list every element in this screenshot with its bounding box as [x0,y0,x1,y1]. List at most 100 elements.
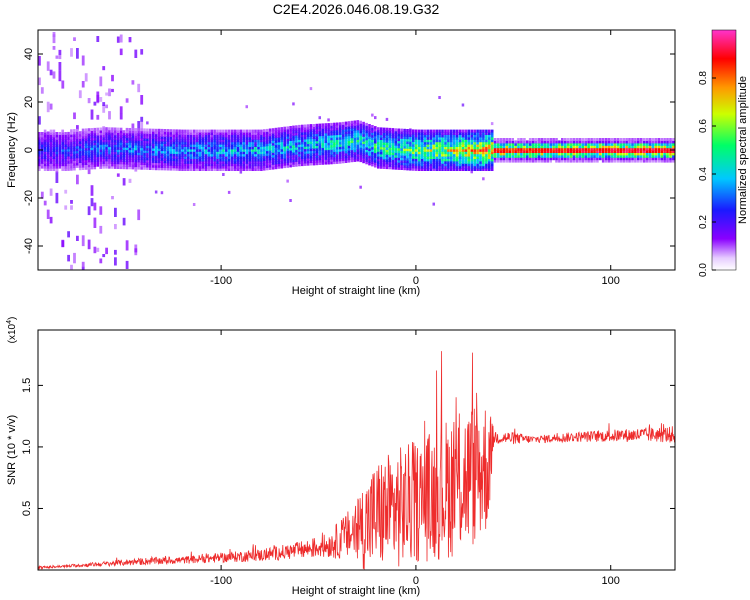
spectrogram-cell [450,136,453,140]
spectrogram-cell [546,147,549,151]
spectrogram-cell [233,139,237,143]
spectrogram-cell [119,137,123,141]
spectrogram-cell [204,148,208,152]
spectrogram-cell [105,136,108,140]
spectrogram-cell [417,136,421,140]
spectrogram-cell [482,132,485,135]
spectrogram-cell [58,141,62,145]
spectrogram-cell [192,148,196,152]
spectrogram-cell [566,157,570,161]
spectrogram-cell [654,145,658,149]
spectrogram-cell [385,127,389,131]
spectrogram-cell [268,130,272,134]
spectrogram-cell [283,126,286,130]
spectrogram-cell [116,161,120,165]
spectrogram-cell [321,154,324,158]
spectrogram-cell [143,145,146,149]
spectrogram-cell [125,135,129,139]
spectrogram-cell [590,159,593,163]
spectrogram-cell [549,138,552,141]
spectrogram-cell [210,160,213,164]
spectrogram-cell [578,154,582,158]
spectrogram-cell [143,157,146,161]
spectrogram-cell [286,155,289,159]
spectrogram-cell [306,153,310,157]
spectrogram-cell [49,148,53,152]
spectrogram-cell [134,161,137,165]
spectrogram-cell [38,144,41,147]
spectrogram-cell [467,168,471,171]
spectrogram-cell [216,146,219,150]
spectrogram-cell [502,140,506,144]
spectrogram-cell [350,152,354,155]
spectrogram-cell [154,155,158,159]
spectrogram-cell [260,148,263,152]
spectrogram-cell [552,138,555,141]
spectrogram-cell [239,156,243,159]
spectrogram-cell [248,151,251,155]
spectrogram-cell [119,156,123,160]
spectrogram-cell [561,140,564,144]
spectrogram-cell [581,138,585,141]
spectrogram-cell [479,163,482,167]
spectrogram-cell [55,163,59,167]
spectrogram-cell [198,148,202,152]
spectrogram-cell [660,150,663,153]
spectrogram-cell [81,167,85,170]
spectrogram-y-tick-label: -40 [23,238,35,254]
spectrogram-cell [455,134,459,138]
spectrogram-cell [601,138,605,141]
spectrogram-cell [181,148,184,152]
spectrogram-cell [423,141,427,145]
spectrogram-cell [119,166,123,170]
spectrogram-cell [78,167,82,171]
spectrogram-cell [286,128,289,132]
spectrogram-cell [55,55,59,59]
spectrogram-cell [330,134,333,138]
spectrogram-cell [236,132,240,135]
spectrogram-cell [210,151,213,155]
spectrogram-cell [260,158,263,162]
spectrogram-cell [236,148,240,152]
spectrogram-cell [192,144,196,147]
spectrogram-cell [277,141,281,145]
spectrogram-cell [359,159,362,163]
spectrogram-cell [452,146,456,150]
spectrogram-cell [122,159,126,162]
spectrogram-cell [333,161,336,165]
spectrogram-cell [146,140,149,144]
spectrogram-cell [64,153,67,157]
spectrogram-cell [236,165,240,169]
spectrogram-cell [298,132,301,136]
spectrogram-cell [87,137,91,141]
spectrogram-cell [268,152,272,156]
spectrogram-cell [315,152,319,156]
spectrogram-cell [96,114,100,120]
spectrogram-cell [499,145,503,149]
spectrogram-cell [78,90,82,99]
spectrogram-cell [49,216,53,224]
spectrogram-cell [55,148,59,152]
spectrogram-cell [485,158,488,162]
spectrogram-cell [333,151,336,155]
spectrogram-cell [84,145,88,149]
spectrogram-cell [318,116,321,120]
spectrogram-cell [166,160,170,164]
spectrogram-cell [137,128,140,132]
spectrogram-cell [216,148,219,152]
spectrogram-cell [371,132,374,136]
spectrogram-cell [64,163,67,167]
spectrogram-cell [108,111,111,120]
spectrogram-cell [181,136,184,140]
spectrogram-cell [555,145,558,149]
spectrogram-cell [490,136,494,140]
spectrogram-cell [105,141,108,145]
spectrogram-cell [274,156,278,160]
spectrogram-cell [642,140,646,144]
spectrogram-cell [306,155,310,159]
spectrogram-cell [189,158,193,162]
spectrogram-cell [81,145,85,149]
spectrogram-cell [70,143,73,147]
spectrogram-cell [412,167,415,171]
spectrogram-cell [490,148,494,152]
